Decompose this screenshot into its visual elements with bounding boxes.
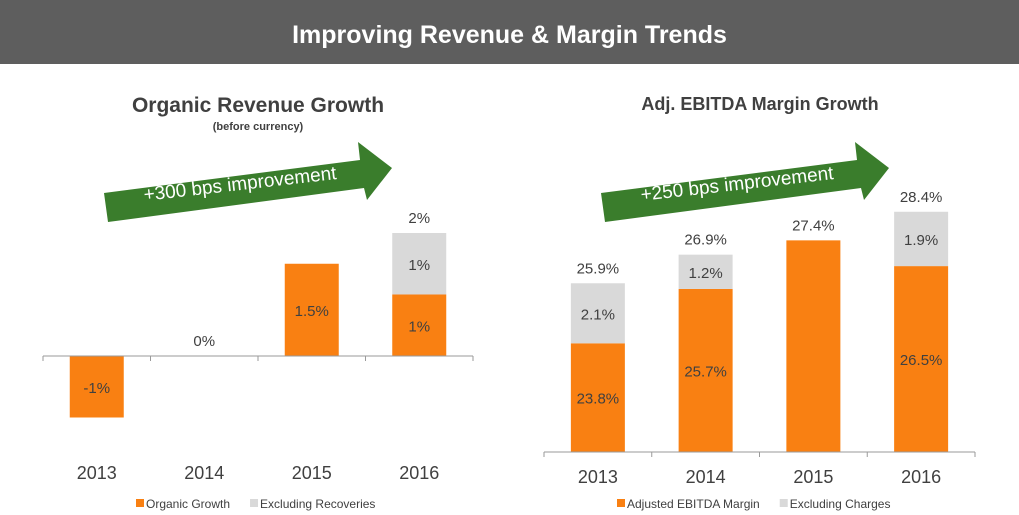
bar-segment-label: 1% bbox=[408, 318, 430, 335]
bar-total-label: 25.9% bbox=[577, 260, 620, 277]
slide-title: Improving Revenue & Margin Trends bbox=[0, 0, 1019, 64]
x-tick-label: 2016 bbox=[901, 467, 941, 487]
bar-segment-secondary bbox=[678, 254, 733, 289]
x-tick-label: 2016 bbox=[399, 463, 439, 483]
legend-label: Excluding Recoveries bbox=[260, 497, 375, 511]
bar-segment-secondary bbox=[570, 283, 625, 344]
x-tick-label: 2014 bbox=[184, 463, 224, 483]
legend-label: Excluding Charges bbox=[790, 497, 891, 511]
legend-label: Organic Growth bbox=[146, 497, 230, 511]
bar-segment-secondary bbox=[894, 211, 949, 267]
bar-total-label: 26.9% bbox=[684, 232, 727, 249]
legend-swatch bbox=[250, 499, 259, 507]
bar-segment-label: 26.5% bbox=[900, 352, 943, 369]
bar-segment-primary bbox=[284, 263, 339, 356]
bar-segment-label: 23.8% bbox=[577, 391, 620, 408]
bar-segment-label: 25.7% bbox=[684, 363, 727, 380]
x-tick-label: 2014 bbox=[686, 467, 726, 487]
bar-total-label: 0% bbox=[193, 333, 215, 350]
improvement-arrow bbox=[104, 142, 392, 222]
bar-total-label: 27.4% bbox=[792, 217, 835, 234]
bar-segment-primary bbox=[786, 240, 841, 452]
bar-segment-primary bbox=[392, 294, 447, 356]
legend-swatch bbox=[136, 499, 144, 507]
x-tick-label: 2013 bbox=[77, 463, 117, 483]
bar-segment-primary bbox=[69, 356, 124, 418]
bar-segment-label: -1% bbox=[83, 380, 110, 397]
bar-total-label: 2% bbox=[408, 210, 430, 227]
bar-segment-label: 2.1% bbox=[581, 306, 615, 323]
x-tick-label: 2015 bbox=[292, 463, 332, 483]
x-tick-label: 2015 bbox=[793, 467, 833, 487]
bar-segment-label: 1.2% bbox=[689, 265, 723, 282]
bar-segment-primary bbox=[894, 266, 949, 452]
x-tick-label: 2013 bbox=[578, 467, 618, 487]
bar-segment-primary bbox=[570, 343, 625, 452]
bar-segment-label: 1% bbox=[408, 257, 430, 274]
bar-segment-label: 1.5% bbox=[295, 303, 329, 320]
bar-total-label: 28.4% bbox=[900, 189, 943, 206]
improvement-arrow bbox=[601, 142, 889, 222]
chart-title: Adj. EBITDA Margin Growth bbox=[641, 94, 878, 114]
bar-segment-primary bbox=[678, 288, 733, 452]
chart-title: Organic Revenue Growth bbox=[132, 94, 384, 117]
legend-label: Adjusted EBITDA Margin bbox=[627, 497, 760, 511]
legend-swatch bbox=[779, 499, 788, 507]
bar-segment-secondary bbox=[392, 233, 447, 295]
legend-swatch bbox=[617, 499, 625, 507]
bar-segment-label: 1.9% bbox=[904, 232, 938, 249]
chart-subtitle: (before currency) bbox=[213, 121, 304, 133]
